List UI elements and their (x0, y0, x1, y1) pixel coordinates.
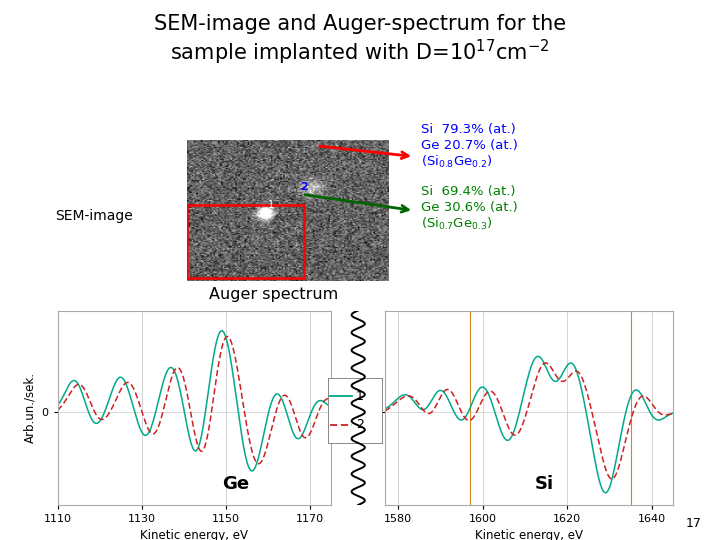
Text: Si: Si (535, 475, 554, 494)
Text: 2: 2 (356, 418, 364, 431)
Y-axis label: Arb.un./sek.: Arb.un./sek. (23, 372, 36, 443)
Text: Ge 30.6% (at.): Ge 30.6% (at.) (421, 201, 518, 214)
Text: Ge 20.7% (at.): Ge 20.7% (at.) (421, 139, 518, 152)
Text: 1: 1 (356, 390, 364, 403)
Text: SEM-image and Auger-spectrum for the
sample implanted with D=10$^{17}$cm$^{-2}$: SEM-image and Auger-spectrum for the sam… (154, 14, 566, 67)
Text: 17: 17 (686, 517, 702, 530)
X-axis label: Kinetic energy, eV: Kinetic energy, eV (140, 530, 248, 540)
Text: Si  79.3% (at.): Si 79.3% (at.) (421, 123, 516, 136)
Text: (Si$_{0.7}$Ge$_{0.3}$): (Si$_{0.7}$Ge$_{0.3}$) (421, 216, 492, 232)
Text: Auger spectrum: Auger spectrum (209, 287, 338, 302)
Bar (187, 205, 304, 279)
Text: SEM-image: SEM-image (55, 209, 132, 223)
Text: Ge: Ge (222, 475, 249, 494)
Text: 2: 2 (300, 181, 308, 192)
Text: (Si$_{0.8}$Ge$_{0.2}$): (Si$_{0.8}$Ge$_{0.2}$) (421, 154, 492, 170)
Text: 1: 1 (268, 200, 274, 210)
X-axis label: Kinetic energy, eV: Kinetic energy, eV (475, 530, 583, 540)
Text: Si  69.4% (at.): Si 69.4% (at.) (421, 185, 516, 198)
